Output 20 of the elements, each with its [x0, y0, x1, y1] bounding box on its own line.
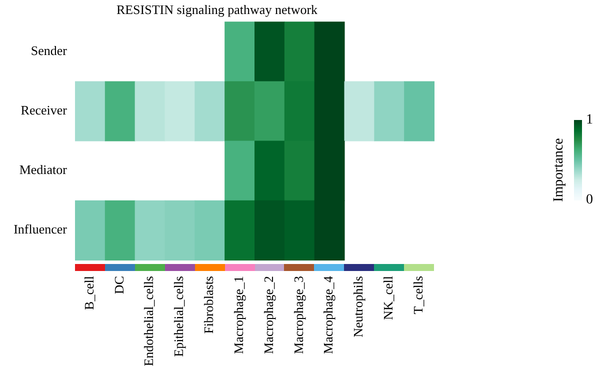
- x-tick-label: Endothelial_cells: [141, 276, 156, 366]
- y-tick-label: Influencer: [14, 222, 68, 237]
- x-tick-label: NK_cell: [380, 276, 396, 320]
- color-bar-title: Importance: [552, 138, 567, 202]
- x-tick-label: T_cells: [410, 276, 426, 314]
- y-tick-label: Mediator: [19, 162, 68, 178]
- x-tick-label: Macrophage_2: [260, 276, 276, 354]
- color-bar-label: 0: [586, 192, 593, 208]
- x-tick-label: Macrophage_3: [290, 276, 306, 354]
- x-tick-label: Epithelial_cells: [171, 276, 186, 357]
- y-tick-label: Sender: [30, 42, 68, 58]
- x-tick-label: Fibroblasts: [201, 276, 216, 334]
- x-tick-label: Macrophage_4: [320, 276, 336, 354]
- color-bar-label: 1: [586, 112, 593, 128]
- x-tick-label: B_cell: [81, 276, 96, 310]
- x-tick-label: DC: [111, 276, 126, 294]
- chart-title: RESISTIN signaling pathway network: [116, 2, 318, 18]
- y-tick-label: Receiver: [20, 102, 68, 118]
- x-tick-label: Macrophage_1: [230, 276, 246, 354]
- x-tick-label: Neutrophils: [350, 276, 366, 338]
